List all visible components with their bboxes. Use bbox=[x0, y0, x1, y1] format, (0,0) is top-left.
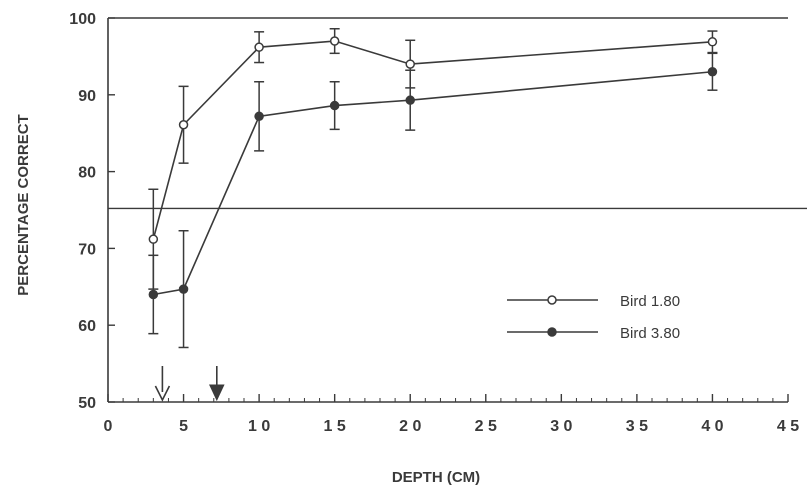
x-tick-label: 4 0 bbox=[701, 418, 723, 435]
y-tick-label: 100 bbox=[69, 11, 96, 28]
x-axis-title: DEPTH (CM) bbox=[392, 469, 480, 486]
arrow-marker bbox=[209, 366, 225, 402]
arrow-head bbox=[209, 384, 225, 402]
x-tick-label: 1 0 bbox=[248, 418, 270, 435]
legend-label: Bird 3.80 bbox=[620, 325, 680, 342]
legend: Bird 1.80 Bird 3.80 bbox=[507, 293, 680, 342]
data-point bbox=[329, 100, 340, 111]
series-2 bbox=[148, 52, 718, 349]
x-tick-label: 2 5 bbox=[475, 418, 497, 435]
x-tick-label: 3 5 bbox=[626, 418, 648, 435]
plot-frame bbox=[107, 17, 788, 403]
x-tick-label: 1 5 bbox=[324, 418, 346, 435]
legend-label: Bird 1.80 bbox=[620, 293, 680, 310]
y-tick-label: 90 bbox=[78, 88, 96, 105]
data-point bbox=[254, 111, 264, 122]
x-tick-label: 4 5 bbox=[777, 418, 799, 435]
arrow-markers bbox=[154, 366, 225, 402]
x-tick-label: 0 bbox=[104, 418, 113, 435]
data-point bbox=[178, 120, 189, 130]
data-point bbox=[329, 36, 340, 46]
data-point bbox=[178, 284, 189, 294]
legend-marker bbox=[547, 327, 557, 337]
x-tick-label: 2 0 bbox=[399, 418, 421, 435]
data-point bbox=[707, 67, 718, 77]
series-1 bbox=[148, 28, 718, 290]
data-point bbox=[707, 37, 718, 47]
arrow-head bbox=[154, 385, 171, 402]
x-axis: 0 5 1 0 1 5 2 0 2 5 3 0 3 5 4 0 4 5 bbox=[104, 394, 799, 435]
y-tick-label: 60 bbox=[78, 318, 96, 335]
x-tick-label: 5 bbox=[179, 418, 188, 435]
y-axis: 50 60 70 80 90 100 bbox=[69, 11, 115, 412]
series-layer bbox=[148, 28, 718, 349]
arrow-marker bbox=[154, 366, 171, 402]
y-tick-label: 70 bbox=[78, 241, 96, 258]
legend-marker bbox=[547, 295, 557, 305]
legend-item: Bird 3.80 bbox=[507, 325, 680, 342]
y-tick-label: 50 bbox=[78, 395, 96, 412]
data-point bbox=[254, 42, 264, 52]
data-point bbox=[148, 289, 159, 300]
data-point bbox=[405, 95, 415, 105]
y-axis-title: PERCENTAGE CORRECT bbox=[15, 114, 32, 295]
series-line bbox=[152, 40, 713, 240]
data-point bbox=[405, 59, 415, 69]
y-tick-label: 80 bbox=[78, 165, 96, 182]
x-tick-label: 3 0 bbox=[550, 418, 572, 435]
legend-item: Bird 1.80 bbox=[507, 293, 680, 310]
data-point bbox=[148, 234, 159, 244]
series-line bbox=[153, 70, 713, 296]
